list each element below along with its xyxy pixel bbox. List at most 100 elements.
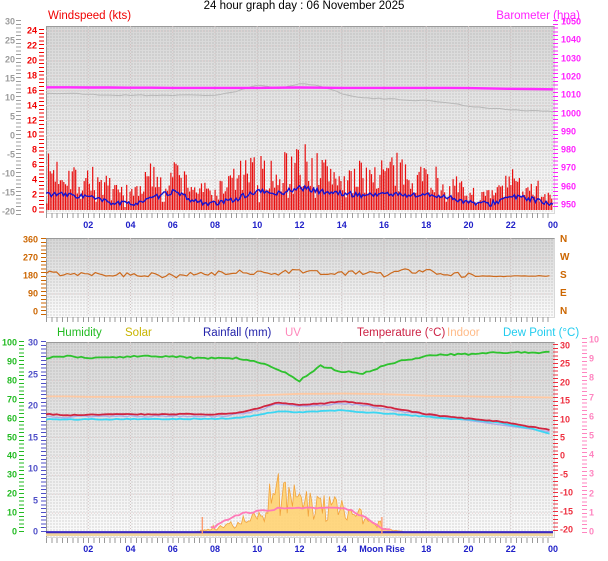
axis-tick-label: 10 bbox=[27, 463, 38, 474]
axis-tick-label: 30 bbox=[4, 16, 15, 27]
axis-tick-label: 5 bbox=[560, 432, 566, 443]
axis-tick-label: 25 bbox=[560, 358, 571, 369]
axis-tick-label: 970 bbox=[561, 162, 577, 173]
hour-label: 06 bbox=[167, 220, 178, 230]
axis-tick-label: -15 bbox=[560, 506, 574, 517]
axis-tick-label: 1050 bbox=[561, 16, 582, 27]
axis-tick-label: 10 bbox=[560, 414, 571, 425]
axis-tick-label: -10 bbox=[560, 487, 574, 498]
axis-tick-label: 990 bbox=[561, 126, 577, 137]
axis-tick-label: 5 bbox=[589, 430, 595, 441]
legend-item-rainfall-mm: Rainfall (mm) bbox=[203, 327, 272, 339]
hour-label: 22 bbox=[505, 220, 516, 230]
axis-tick-label: 8 bbox=[31, 144, 37, 155]
climate-plot bbox=[46, 342, 555, 538]
hour-label: 22 bbox=[505, 544, 516, 554]
axis-tick-label: 10 bbox=[26, 129, 37, 140]
axis-tick-label: 5 bbox=[9, 111, 15, 122]
hour-label: 04 bbox=[125, 544, 136, 554]
axis-tick-label: E bbox=[560, 288, 567, 299]
hour-label: 10 bbox=[252, 544, 263, 554]
axis-tick-label: -15 bbox=[1, 187, 15, 198]
axis-tick-label: 50 bbox=[6, 432, 17, 442]
hour-label: 18 bbox=[421, 544, 432, 554]
axis-tick-label: 80 bbox=[6, 375, 17, 386]
axis-tick-label: 9 bbox=[589, 353, 595, 364]
axis-tick-label: 22 bbox=[26, 40, 37, 51]
direction-axis-ticks bbox=[41, 238, 46, 315]
axis-tick-label: -5 bbox=[6, 149, 15, 160]
gray-axis-ticks bbox=[16, 20, 21, 215]
hour-label: 12 bbox=[294, 220, 305, 230]
hour-label: 12 bbox=[294, 544, 305, 554]
bottom-time-ticks bbox=[46, 538, 553, 543]
hour-label: 06 bbox=[167, 544, 178, 554]
axis-tick-label: 20 bbox=[560, 377, 571, 388]
axis-tick-label: 100 bbox=[1, 337, 17, 348]
axis-tick-label: 15 bbox=[27, 432, 38, 442]
axis-tick-label: -20 bbox=[560, 524, 574, 535]
axis-tick-label: 8 bbox=[589, 372, 595, 383]
axis-tick-label: 1040 bbox=[561, 34, 582, 45]
axis-tick-label: 16 bbox=[26, 85, 37, 96]
bottom-hour-labels: 02 04 06 08 10 12 14 Moon Rise 18 20 22 00 bbox=[0, 544, 608, 556]
axis-tick-label: 0 bbox=[32, 306, 38, 317]
axis-tick-label: 30 bbox=[6, 469, 17, 480]
page-title: 24 hour graph day : 06 November 2025 bbox=[203, 0, 405, 12]
axis-tick-label: 360 bbox=[22, 234, 38, 245]
axis-tick-label: 1030 bbox=[561, 53, 582, 64]
axis-tick-label: 15 bbox=[4, 73, 15, 84]
axis-tick-label: 20 bbox=[26, 55, 37, 66]
axis-tick-label: -5 bbox=[560, 469, 569, 480]
axis-tick-label: 12 bbox=[26, 115, 37, 126]
axis-tick-label: 15 bbox=[560, 395, 571, 406]
axis-tick-label: S bbox=[560, 270, 567, 281]
axis-tick-label: 10 bbox=[6, 507, 17, 518]
barometer-axis-ticks bbox=[553, 20, 558, 208]
legend-item-indoor: Indoor bbox=[447, 327, 480, 339]
axis-tick-label: 18 bbox=[26, 70, 37, 81]
hour-label: 20 bbox=[463, 220, 474, 230]
barometer-axis-title: Barometer (hpa) bbox=[496, 10, 580, 22]
axis-tick-label: -20 bbox=[1, 206, 15, 217]
hour-label: 08 bbox=[209, 220, 220, 230]
wind-barometer-plot bbox=[46, 26, 555, 214]
hour-label: 00 bbox=[547, 220, 558, 230]
hour-label: 00 bbox=[547, 544, 558, 554]
axis-tick-label: 1020 bbox=[561, 71, 582, 82]
axis-tick-label: 2 bbox=[589, 488, 595, 499]
axis-tick-label: 6 bbox=[589, 411, 595, 422]
bottom-legend: Humidity Solar Rainfall (mm) UV Temperature … bbox=[0, 327, 608, 341]
axis-tick-label: 0 bbox=[9, 130, 15, 141]
axis-tick-label: N bbox=[560, 234, 568, 245]
axis-tick-label: 1010 bbox=[561, 89, 582, 100]
rainfall-axis-ticks bbox=[41, 341, 46, 535]
axis-tick-label: W bbox=[560, 252, 570, 263]
axis-tick-label: 30 bbox=[27, 337, 38, 348]
hour-label: 10 bbox=[252, 220, 263, 230]
windspeed-axis-title: Windspeed (kts) bbox=[48, 10, 132, 22]
top-time-ticks bbox=[46, 213, 553, 218]
hour-label: 08 bbox=[209, 544, 220, 554]
axis-tick-label: 1 bbox=[589, 507, 595, 518]
axis-tick-label: 20 bbox=[27, 400, 38, 411]
axis-tick-label: 25 bbox=[27, 369, 38, 379]
axis-tick-label: 4 bbox=[589, 449, 595, 460]
legend-item-uv: UV bbox=[285, 327, 301, 339]
axis-tick-label: 30 bbox=[560, 340, 571, 351]
axis-tick-label: 90 bbox=[27, 288, 38, 299]
axis-tick-label: 60 bbox=[6, 413, 17, 424]
hour-label: 04 bbox=[125, 220, 136, 230]
axis-tick-label: 3 bbox=[589, 468, 595, 479]
legend-item-dew-point-c: Dew Point (°C) bbox=[503, 327, 580, 339]
axis-tick-label: 0 bbox=[32, 526, 38, 537]
axis-tick-label: 10 bbox=[4, 92, 15, 103]
hour-label: 14 bbox=[336, 544, 347, 554]
axis-tick-label: 25 bbox=[4, 35, 15, 46]
axis-tick-label: 2 bbox=[31, 189, 37, 200]
axis-tick-label: -10 bbox=[1, 168, 15, 179]
hour-label: 20 bbox=[463, 544, 474, 554]
axis-tick-label: 950 bbox=[561, 199, 577, 210]
hour-label: 02 bbox=[83, 544, 94, 554]
